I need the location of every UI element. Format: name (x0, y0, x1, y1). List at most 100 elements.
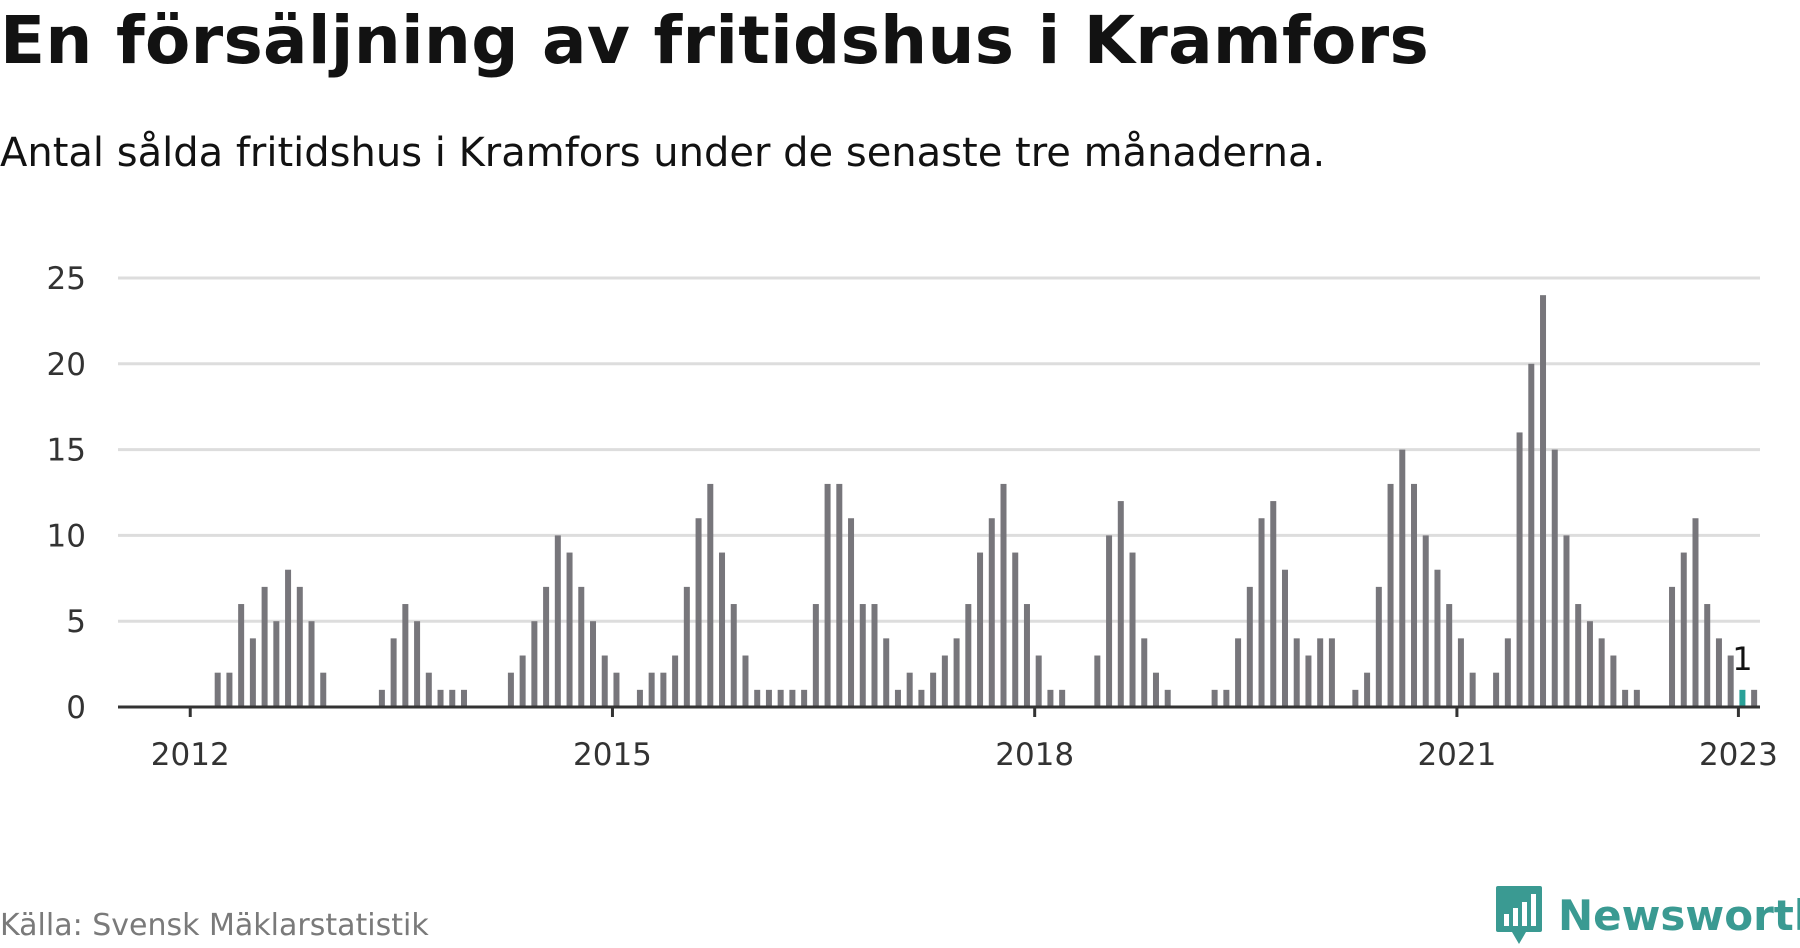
chart-subtitle: Antal sålda fritidshus i Kramfors under … (0, 130, 1326, 176)
bar (883, 638, 890, 707)
bar (941, 655, 948, 707)
x-axis-ticks: 2012 2015 2018 2021 2023 (151, 707, 1778, 773)
bar (308, 621, 315, 707)
bar (1422, 535, 1429, 707)
bar (1727, 655, 1734, 707)
bar (1211, 689, 1218, 707)
bar (578, 586, 585, 707)
bar (273, 621, 280, 707)
bar (1669, 586, 1676, 707)
bar (695, 518, 702, 707)
brand-name: Newsworthy (1558, 890, 1800, 940)
bar (1270, 501, 1277, 707)
bar (1164, 689, 1171, 707)
bar (1715, 638, 1722, 707)
bar (390, 638, 397, 707)
y-tick-label: 20 (47, 347, 86, 383)
highlight-value-label: 1 (1732, 640, 1752, 678)
y-tick-label: 5 (66, 604, 86, 640)
x-tick-label: 2021 (1417, 737, 1496, 773)
bar (507, 672, 514, 707)
x-tick-label: 2023 (1699, 737, 1778, 773)
bar (261, 586, 268, 707)
bar (871, 604, 878, 707)
bar (1258, 518, 1265, 707)
bar (519, 655, 526, 707)
bar (1411, 483, 1418, 707)
bar (414, 621, 421, 707)
bar (672, 655, 679, 707)
bar (1469, 672, 1476, 707)
bar (402, 604, 409, 707)
bar (754, 689, 761, 707)
bar (226, 672, 233, 707)
bar (1540, 295, 1547, 707)
bar (730, 604, 737, 707)
x-tick-label: 2018 (995, 737, 1074, 773)
bar (1352, 689, 1359, 707)
bar (296, 586, 303, 707)
bar (1246, 586, 1253, 707)
bar (320, 672, 327, 707)
bar (1152, 672, 1159, 707)
bar (1434, 569, 1441, 707)
bar-chart: 0 5 10 15 20 25 2012 2015 2018 2021 2023 1 (47, 261, 1778, 773)
annotations: 1 (1732, 640, 1752, 678)
bar (824, 483, 831, 707)
bar (425, 672, 432, 707)
bar (1000, 483, 1007, 707)
y-tick-label: 10 (47, 518, 86, 554)
bar (1633, 689, 1640, 707)
bar (1129, 552, 1136, 707)
bar (789, 689, 796, 707)
bar (977, 552, 984, 707)
bar (648, 672, 655, 707)
bar (613, 672, 620, 707)
bar (214, 672, 221, 707)
bar (836, 483, 843, 707)
bar (590, 621, 597, 707)
bar (1399, 449, 1406, 707)
bar (1117, 501, 1124, 707)
y-tick-label: 0 (66, 690, 86, 726)
bar (918, 689, 925, 707)
bar (554, 535, 561, 707)
bar (1281, 569, 1288, 707)
bar (1023, 604, 1030, 707)
bar (1598, 638, 1605, 707)
bar (1375, 586, 1382, 707)
bar (1622, 689, 1629, 707)
bar (1047, 689, 1054, 707)
brand-logo: Newsworthy (1494, 884, 1800, 946)
bar (1610, 655, 1617, 707)
gridlines (118, 276, 1760, 623)
bar (1106, 535, 1113, 707)
bar (1094, 655, 1101, 707)
bar (719, 552, 726, 707)
bar (812, 604, 819, 707)
bar (636, 689, 643, 707)
bar (1305, 655, 1312, 707)
bar (894, 689, 901, 707)
bar (1387, 483, 1394, 707)
bar (1457, 638, 1464, 707)
bar (930, 672, 937, 707)
source-note: Källa: Svensk Mäklarstatistik (0, 908, 429, 943)
bar (1223, 689, 1230, 707)
bar (1059, 689, 1066, 707)
bar (1012, 552, 1019, 707)
bar (1493, 672, 1500, 707)
bar (953, 638, 960, 707)
bar (460, 689, 467, 707)
bar (238, 604, 245, 707)
y-axis-ticks: 0 5 10 15 20 25 (47, 261, 86, 726)
bar (859, 604, 866, 707)
bar (765, 689, 772, 707)
bar (777, 689, 784, 707)
x-tick-label: 2012 (151, 737, 230, 773)
bar (1680, 552, 1687, 707)
bar (1328, 638, 1335, 707)
bar (1446, 604, 1453, 707)
y-tick-label: 25 (47, 261, 86, 297)
bar (965, 604, 972, 707)
